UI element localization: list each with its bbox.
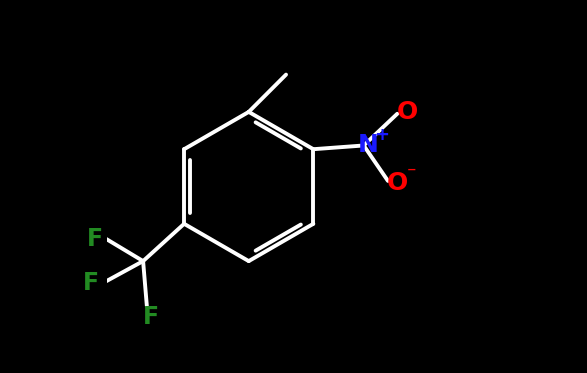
Text: O: O (397, 100, 419, 124)
Text: ⁻: ⁻ (406, 165, 416, 183)
Text: F: F (143, 305, 158, 329)
Text: N: N (357, 134, 379, 157)
Text: +: + (374, 126, 389, 144)
Text: F: F (83, 272, 99, 295)
Text: O: O (387, 171, 408, 195)
Text: F: F (86, 227, 103, 251)
